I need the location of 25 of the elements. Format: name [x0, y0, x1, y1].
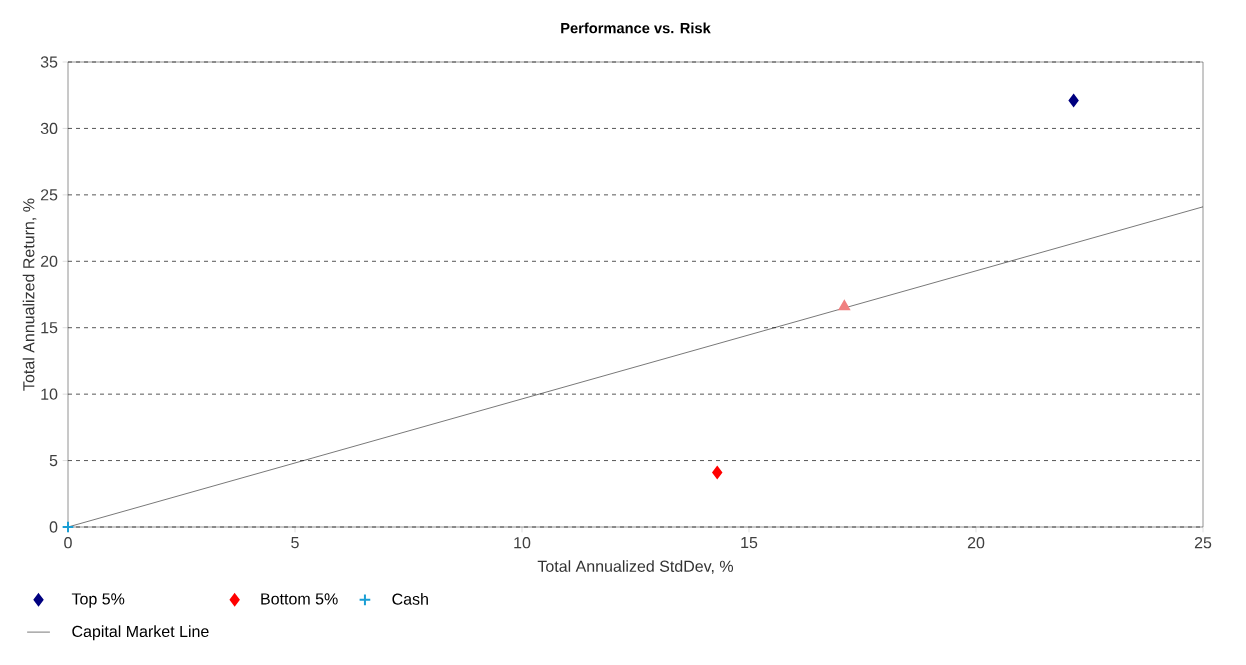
point — [838, 300, 850, 311]
legend-label: Capital Market Line — [72, 625, 209, 641]
legend-label: Cash — [392, 593, 428, 605]
legend-label: Top 5% — [71, 593, 125, 608]
chart-title: Performance vs. Risk — [561, 22, 711, 34]
y-tick-label: 15 — [41, 322, 58, 334]
legend-label: Bottom 5% — [261, 593, 338, 605]
y-tick-label: 25 — [40, 189, 58, 201]
point — [61, 520, 75, 534]
y-tick-label: 20 — [40, 255, 58, 267]
y-tick-label: 10 — [41, 388, 58, 400]
point — [1068, 94, 1079, 107]
x-tick-label: 0 — [64, 537, 72, 549]
y-tick-label: 30 — [40, 122, 58, 135]
point — [712, 466, 723, 479]
x-tick-label: 5 — [291, 537, 299, 549]
x-tick-label: 15 — [741, 537, 758, 549]
x-axis-title: Total Annualized StdDev, % — [537, 560, 734, 574]
y-tick-label: 35 — [40, 56, 58, 68]
y-tick-label: 0 — [49, 521, 58, 533]
y-axis-title: Total Annualized Return, % — [22, 198, 37, 391]
x-tick-label: 25 — [1194, 537, 1212, 549]
x-tick-label: 10 — [514, 537, 531, 549]
x-tick-label: 20 — [967, 537, 985, 549]
y-tick-label: 5 — [49, 455, 58, 467]
